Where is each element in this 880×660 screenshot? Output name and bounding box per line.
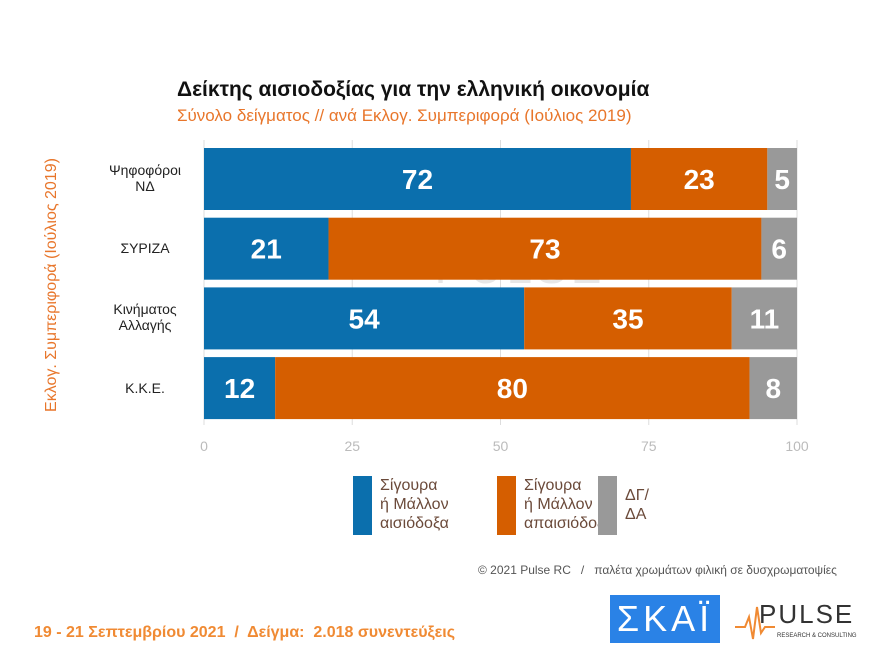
data-label: 54 xyxy=(349,303,381,334)
legend-label-line: απαισιόδοξα xyxy=(524,515,613,532)
bar-chart: 0255075100PULSE722352173654351112808 xyxy=(200,140,809,454)
category-label-line: Κινήματος xyxy=(113,301,177,318)
legend-label: Σίγουρα ή Μάλλον απαισιόδοξα xyxy=(524,476,613,535)
category-label: ΣΥΡΙΖΑ xyxy=(90,240,200,256)
bar-segment xyxy=(630,148,768,210)
copyright: © 2021 Pulse RC / παλέτα χρωμάτων φιλική… xyxy=(478,563,837,577)
data-label: 6 xyxy=(771,234,787,265)
data-label: 5 xyxy=(774,164,790,195)
category-label: Ψηφοφόροι ΝΔ xyxy=(90,162,200,194)
legend-label-line: Σίγουρα xyxy=(380,477,438,494)
bar-segment xyxy=(767,148,797,210)
data-label: 72 xyxy=(402,164,433,195)
data-label: 8 xyxy=(765,373,781,404)
legend-label-line: ΔΑ xyxy=(625,506,647,523)
category-label: Κ.Κ.Ε. xyxy=(90,380,200,396)
data-label: 73 xyxy=(529,234,560,265)
chart-title: Δείκτης αισιοδοξίας για την ελληνική οικ… xyxy=(177,78,650,101)
legend-label-line: ή Μάλλον xyxy=(380,496,449,513)
category-label-line: ΝΔ xyxy=(135,178,155,194)
category-labels: Ψηφοφόροι ΝΔ ΣΥΡΙΖΑ Κινήματος Αλλαγής Κ.Κ.Ε. xyxy=(90,0,200,440)
category-label-line: ΣΥΡΙΖΑ xyxy=(120,240,170,257)
skai-logo: ΣΚΑΪ xyxy=(610,595,720,643)
legend-label-line: ΔΓ/ xyxy=(625,487,649,504)
chart-subtitle: Σύνολο δείγματος // ανά Εκλογ. Συμπεριφο… xyxy=(177,106,632,125)
svg-text:PULSE: PULSE xyxy=(759,599,854,629)
bar-segment xyxy=(761,217,797,280)
legend-label: ΔΓ/ΔΑ xyxy=(625,476,649,535)
bar-segment xyxy=(524,287,732,350)
category-label-line: Ψηφοφόροι xyxy=(108,162,182,178)
legend-swatch xyxy=(353,476,372,535)
legend-label-line: ή Μάλλον xyxy=(524,496,593,513)
bar-segment xyxy=(275,357,750,420)
legend-label-line: Σίγουρα xyxy=(524,477,582,494)
x-tick-label: 0 xyxy=(200,438,208,454)
category-label-line: Κ.Κ.Ε. xyxy=(125,379,165,396)
legend-label-line: αισιόδοξα xyxy=(380,515,449,532)
legend-item: Σίγουρα ή Μάλλον αισιόδοξα xyxy=(353,476,449,535)
data-label: 21 xyxy=(251,234,282,265)
category-label: Κινήματος Αλλαγής xyxy=(90,301,200,333)
legend-label: Σίγουρα ή Μάλλον αισιόδοξα xyxy=(380,476,449,535)
bar-segment xyxy=(204,148,631,210)
data-label: 23 xyxy=(684,164,715,195)
legend-item: ΔΓ/ΔΑ xyxy=(598,476,649,535)
x-tick-label: 100 xyxy=(785,438,809,454)
footer-date-sample: 19 - 21 Σεπτεμβρίου 2021 / Δείγμα: 2.018… xyxy=(34,624,456,641)
category-label-line: Αλλαγής xyxy=(118,317,172,334)
data-label: 35 xyxy=(612,303,643,334)
bar-segment xyxy=(749,357,797,420)
data-label: 11 xyxy=(750,303,780,334)
bar-segment xyxy=(328,217,762,280)
x-tick-label: 25 xyxy=(344,438,360,454)
legend-swatch xyxy=(598,476,617,535)
data-label: 80 xyxy=(497,373,528,404)
pulse-logo: PULSE RESEARCH & CONSULTING xyxy=(735,599,857,640)
bar-segment xyxy=(204,357,276,420)
legend-swatch xyxy=(497,476,516,535)
legend-item: Σίγουρα ή Μάλλον απαισιόδοξα xyxy=(497,476,613,535)
bar-segment xyxy=(731,287,797,350)
bar-segment xyxy=(204,217,329,280)
bar-segment xyxy=(204,287,525,350)
data-label: 12 xyxy=(224,373,255,404)
svg-text:RESEARCH & CONSULTING: RESEARCH & CONSULTING xyxy=(777,633,857,639)
x-tick-label: 50 xyxy=(493,438,509,454)
x-tick-label: 75 xyxy=(641,438,657,454)
